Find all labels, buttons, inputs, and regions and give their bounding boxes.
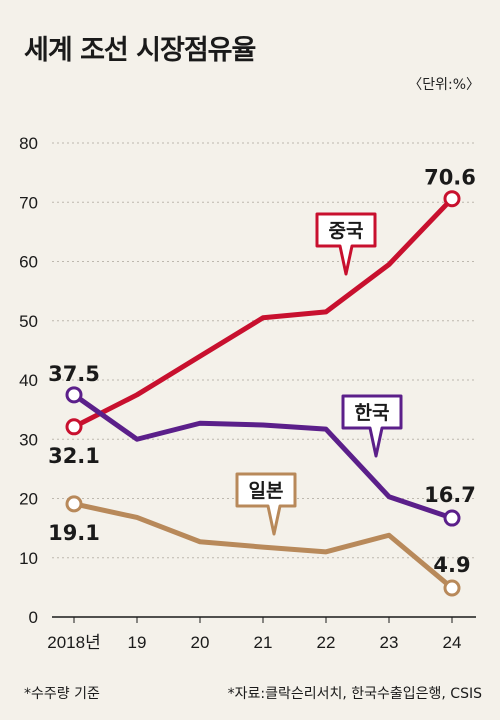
x-tick-label: 20 <box>191 633 210 652</box>
unit-label: 〈단위:%〉 <box>408 77 480 93</box>
data-label-first: 19.1 <box>48 521 100 545</box>
y-tick-label: 10 <box>19 549 38 568</box>
x-tick-label: 22 <box>317 633 336 652</box>
y-tick-label: 20 <box>19 490 38 509</box>
series-line-2 <box>71 501 455 591</box>
footnote-source: *자료:클락슨리서치, 한국수출입은행, CSIS <box>227 686 482 702</box>
y-tick-label: 40 <box>19 371 38 390</box>
x-tick-label: 24 <box>443 633 462 652</box>
legend-label: 한국 <box>355 402 390 424</box>
legend-callout-box <box>341 394 403 458</box>
data-label-last: 4.9 <box>433 553 470 577</box>
data-label-first: 37.5 <box>48 362 100 386</box>
y-tick-label: 50 <box>19 312 38 331</box>
legend-callout-box <box>235 472 297 536</box>
y-tick-label: 80 <box>19 134 38 153</box>
chart-title: 세계 조선 시장점유율 <box>24 35 256 66</box>
legend-label: 중국 <box>329 220 364 242</box>
y-tick-label: 70 <box>19 193 38 212</box>
data-label-last: 70.6 <box>424 166 476 190</box>
y-tick-label: 30 <box>19 430 38 449</box>
x-tick-label: 2018년 <box>47 633 100 652</box>
x-tick-label: 23 <box>380 633 399 652</box>
series-line-0 <box>71 196 455 430</box>
x-tick-label: 19 <box>128 633 147 652</box>
series-line-1 <box>71 392 455 521</box>
data-label-last: 16.7 <box>424 483 476 507</box>
series-end-marker <box>443 509 461 527</box>
series-end-marker <box>65 386 83 404</box>
data-label-first: 32.1 <box>48 444 100 468</box>
y-tick-label: 60 <box>19 253 38 272</box>
legend-callout-box <box>315 212 377 276</box>
x-tick-label: 21 <box>254 633 273 652</box>
legend-label: 일본 <box>249 480 284 502</box>
y-tick-label: 0 <box>29 608 38 627</box>
series-end-marker <box>443 190 461 208</box>
series-end-marker <box>65 495 83 513</box>
series-end-marker <box>443 579 461 597</box>
footnote-basis: *수주량 기준 <box>24 686 100 702</box>
series-end-marker <box>65 418 83 436</box>
